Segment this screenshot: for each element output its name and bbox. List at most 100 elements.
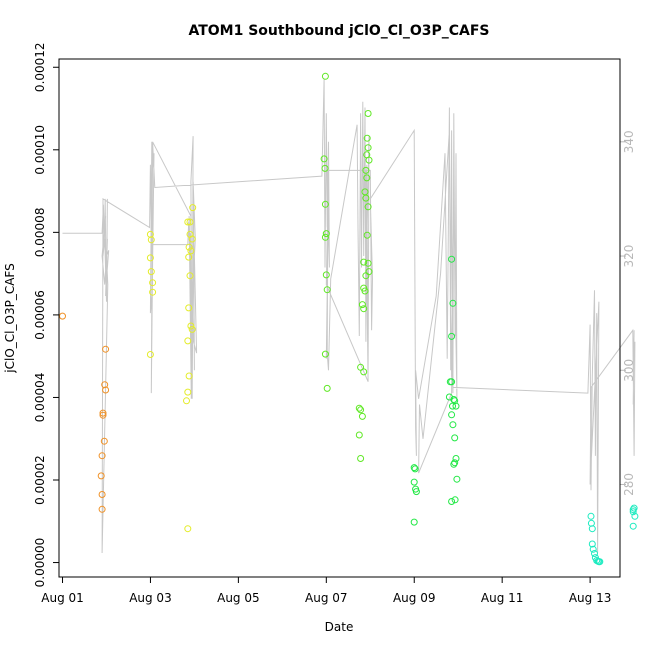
data-point-s4-13 — [629, 508, 637, 516]
data-point-s1-17 — [187, 322, 195, 330]
data-point-s0-5 — [99, 411, 107, 419]
chart-title: ATOM1 Southbound jClO_Cl_O3P_CAFS — [188, 23, 489, 39]
data-point-s3-2 — [448, 332, 456, 340]
data-point-s3-12 — [451, 434, 459, 442]
data-point-s3-17 — [451, 496, 459, 504]
data-point-s1-8 — [186, 218, 194, 226]
data-point-s1-22 — [183, 397, 190, 405]
data-point-s1-14 — [185, 253, 193, 261]
data-point-s3-11 — [449, 421, 457, 429]
data-point-s4-14 — [631, 512, 639, 520]
data-point-s2-32 — [357, 406, 365, 414]
data-point-s4-12 — [630, 504, 638, 512]
secondary-series-line — [62, 78, 636, 554]
data-point-s0-7 — [98, 452, 106, 460]
y-axis-right: 280 300 320 340 — [620, 130, 636, 496]
y-tick-label-4: 0.00008 — [33, 208, 47, 258]
data-point-s2-8 — [321, 350, 329, 358]
data-point-s1-12 — [185, 243, 193, 251]
data-point-s2-1 — [320, 155, 328, 163]
data-point-s3-20 — [411, 465, 419, 473]
data-point-s1-23 — [184, 525, 192, 533]
data-point-s3-1 — [449, 299, 457, 307]
x-axis: Aug 01 Aug 03 Aug 05 Aug 07 Aug 09 Aug 11 Aug … — [41, 577, 611, 605]
secondary-series-layer — [62, 78, 636, 554]
data-point-s4-0 — [587, 512, 595, 520]
y-tick-label-3: 0.00006 — [33, 290, 47, 340]
data-point-s0-3 — [102, 386, 110, 394]
data-point-s3-8 — [449, 402, 456, 410]
data-point-s2-3 — [321, 200, 329, 208]
data-point-s1-16 — [185, 304, 193, 312]
data-point-s1-3 — [147, 268, 155, 276]
data-point-s1-15 — [186, 272, 194, 280]
data-point-s0-4 — [99, 409, 107, 417]
data-point-s3-24 — [410, 518, 418, 526]
data-point-s1-9 — [189, 204, 197, 212]
data-point-s4-5 — [591, 550, 598, 557]
data-point-s2-2 — [321, 164, 329, 172]
y-tick-label-1: 0.00002 — [33, 455, 47, 505]
data-point-s2-33 — [358, 412, 366, 420]
data-point-s2-7 — [323, 286, 331, 294]
data-point-s2-20 — [363, 231, 371, 239]
data-point-s0-10 — [98, 505, 106, 513]
y-axis-label: jClO_Cl_O3P_CAFS — [3, 263, 17, 373]
y2-tick-label-0: 280 — [622, 473, 636, 496]
y2-tick-label-2: 320 — [622, 245, 636, 268]
data-point-s2-22 — [364, 259, 372, 267]
data-point-s1-1 — [147, 236, 155, 244]
data-point-s2-27 — [358, 301, 366, 309]
y-axis: 0.00000 0.00002 0.00004 0.00006 0.00008 0.000… — [33, 42, 59, 587]
data-point-s2-6 — [322, 271, 330, 279]
data-point-s3-9 — [452, 402, 460, 410]
data-point-s0-6 — [100, 437, 108, 445]
data-point-s3-0 — [448, 255, 456, 263]
data-point-s3-10 — [448, 411, 456, 419]
data-point-s4-15 — [629, 522, 637, 530]
data-point-s1-7 — [184, 218, 192, 226]
y2-tick-label-3: 340 — [622, 130, 636, 153]
data-point-s2-31 — [355, 404, 363, 412]
data-point-s3-23 — [412, 488, 420, 496]
data-point-s2-14 — [365, 156, 373, 164]
data-point-s2-26 — [361, 287, 369, 295]
data-point-s3-13 — [452, 455, 460, 462]
data-point-s2-24 — [362, 272, 370, 280]
data-point-s1-20 — [185, 372, 193, 380]
y-tick-label-0: 0.00000 — [33, 538, 47, 588]
data-point-s1-18 — [188, 325, 196, 333]
data-point-s0-0 — [59, 312, 66, 320]
x-axis-label: Date — [325, 620, 354, 634]
data-point-s2-18 — [362, 194, 370, 202]
data-point-s4-2 — [588, 525, 596, 533]
data-point-s0-8 — [97, 472, 105, 480]
x-tick-label-0: Aug 01 — [41, 591, 84, 605]
y-tick-label-5: 0.00010 — [33, 125, 47, 175]
data-point-s0-2 — [101, 381, 109, 389]
data-point-s3-19 — [410, 464, 418, 472]
data-point-s4-3 — [588, 540, 596, 548]
x-tick-label-6: Aug 13 — [569, 591, 612, 605]
data-point-s2-19 — [364, 203, 372, 211]
data-point-s0-1 — [102, 345, 110, 353]
data-point-s1-2 — [146, 254, 154, 262]
data-point-s2-28 — [360, 305, 368, 313]
x-tick-label-4: Aug 09 — [393, 591, 436, 605]
data-point-s4-10 — [596, 558, 604, 566]
data-point-s2-12 — [364, 144, 372, 152]
y-tick-label-2: 0.00004 — [33, 373, 47, 423]
data-point-s1-21 — [184, 388, 192, 396]
plot-frame — [58, 58, 621, 578]
data-point-s2-21 — [360, 258, 368, 266]
data-point-s3-18 — [448, 498, 456, 505]
data-point-s1-13 — [187, 247, 195, 255]
data-point-s2-0 — [321, 72, 329, 80]
x-tick-label-2: Aug 05 — [217, 591, 260, 605]
y-tick-label-6: 0.00012 — [33, 42, 47, 92]
data-point-s2-11 — [363, 134, 371, 142]
data-point-s3-4 — [448, 378, 456, 386]
data-point-s2-30 — [360, 368, 368, 376]
data-point-s1-19 — [184, 337, 192, 345]
